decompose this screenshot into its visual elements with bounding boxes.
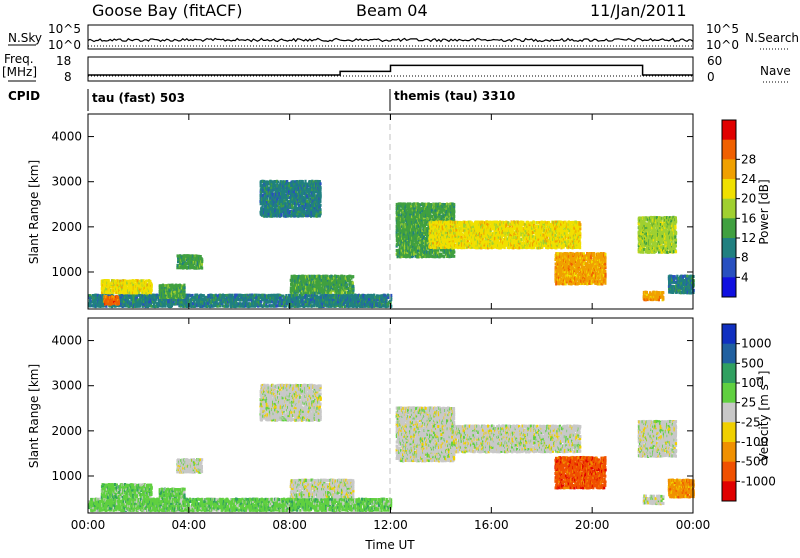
frequency-series bbox=[88, 65, 693, 75]
scatter-cell bbox=[319, 182, 321, 185]
noise-right-tick-bottom: 10^0 bbox=[706, 38, 739, 52]
scatter-cell bbox=[151, 289, 153, 292]
noise-right-tick-top: 10^5 bbox=[706, 22, 739, 36]
scatter-cell bbox=[227, 305, 229, 308]
scatter-cell bbox=[352, 281, 354, 284]
cpid-segment-1: tau (fast) 503 bbox=[92, 91, 185, 105]
station-title: Goose Bay (fitACF) bbox=[92, 1, 242, 20]
nave-label: Nave bbox=[760, 64, 791, 78]
freq-label-line1: Freq. bbox=[4, 52, 34, 66]
scatter-cell bbox=[141, 279, 143, 282]
scatter-cell bbox=[201, 263, 203, 266]
scatter-cell bbox=[277, 181, 279, 184]
scatter-cell bbox=[413, 231, 415, 234]
scatter-cell bbox=[151, 305, 153, 308]
scatter-cell bbox=[320, 186, 322, 189]
scatter-cell bbox=[306, 200, 308, 203]
noise-search-label: N.Search bbox=[745, 31, 799, 45]
scatter-cell bbox=[299, 305, 301, 308]
scatter-cell bbox=[151, 283, 153, 286]
freq-right-tick-top: 60 bbox=[707, 54, 722, 68]
freq-left-tick-bottom: 8 bbox=[64, 70, 72, 84]
scatter-cell bbox=[146, 279, 148, 282]
scatter-cell bbox=[108, 279, 110, 282]
scatter-cell bbox=[319, 208, 321, 211]
scatter-cell bbox=[352, 285, 354, 288]
scatter-cell bbox=[201, 258, 203, 261]
scatter-cell bbox=[352, 275, 354, 278]
freq-right-tick-bottom: 0 bbox=[707, 70, 715, 84]
scatter-cell bbox=[215, 294, 217, 297]
freq-left-tick-top: 18 bbox=[56, 54, 71, 68]
scatter-cell bbox=[346, 283, 348, 286]
freq-label-line2: [MHz] bbox=[2, 65, 37, 79]
scatter-cell bbox=[201, 267, 203, 270]
scatter-cell bbox=[118, 300, 120, 303]
scatter-cell bbox=[117, 296, 119, 299]
cpid-strip: tau (fast) 503 themis (tau) 3310 bbox=[88, 89, 515, 111]
beam-title: Beam 04 bbox=[356, 1, 428, 20]
noise-left-tick-top: 10^5 bbox=[48, 22, 81, 36]
noise-left-tick-bottom: 10^0 bbox=[48, 38, 81, 52]
scatter-cell bbox=[319, 204, 321, 207]
date-title: 11/Jan/2011 bbox=[590, 1, 687, 20]
cpid-segment-2: themis (tau) 3310 bbox=[394, 89, 515, 103]
scatter-cell bbox=[304, 180, 306, 183]
scatter-cell bbox=[319, 200, 321, 203]
noise-sky-series bbox=[88, 39, 693, 42]
cpid-label: CPID bbox=[8, 89, 40, 103]
scatter-cell bbox=[183, 284, 185, 287]
radar-summary-plot: Goose Bay (fitACF) Beam 04 11/Jan/2011 N… bbox=[0, 0, 800, 554]
noise-panel: N.Sky 10^5 10^0 10^5 10^0 N.Search bbox=[8, 22, 799, 52]
noise-sky-label: N.Sky bbox=[8, 31, 42, 45]
